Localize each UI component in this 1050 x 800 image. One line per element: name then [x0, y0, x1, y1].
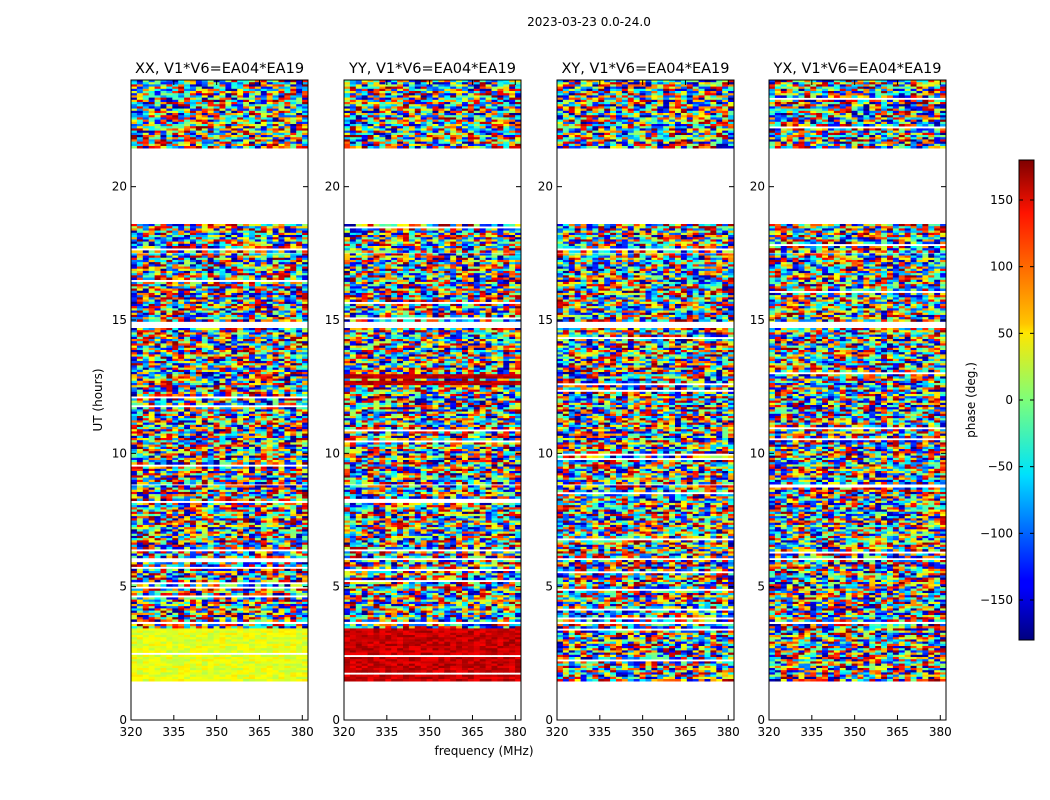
panel-xy: XY, V1*V6=EA04*EA19 320 335 350 365 380 0 5 10 15… — [538, 61, 740, 739]
colorbar-label: phase (deg.) — [964, 362, 978, 438]
y-tick-label: 15 — [538, 313, 553, 327]
y-tick-label: 15 — [112, 313, 127, 327]
y-tick-label: 20 — [538, 180, 553, 194]
x-tick-label: 335 — [375, 725, 398, 739]
colorbar-tick-label: −100 — [980, 526, 1013, 540]
x-tick-label: 335 — [588, 725, 611, 739]
phase-heatmap — [769, 80, 946, 682]
y-tick-label: 5 — [332, 580, 340, 594]
colorbar-tick-label: 150 — [990, 193, 1013, 207]
phase-heatmap — [344, 80, 521, 682]
x-tick-label: 380 — [929, 725, 952, 739]
y-tick-label: 10 — [112, 446, 127, 460]
x-tick-label: 380 — [717, 725, 740, 739]
x-tick-label: 350 — [205, 725, 228, 739]
x-tick-label: 320 — [120, 725, 143, 739]
colorbar: 150 100 50 0 −50 −100 −150 phase (deg.) — [964, 160, 1034, 640]
y-tick-label: 10 — [325, 446, 340, 460]
y-tick-label: 0 — [545, 713, 553, 727]
x-tick-label: 335 — [800, 725, 823, 739]
x-tick-label: 365 — [674, 725, 697, 739]
panel-title: XX, V1*V6=EA04*EA19 — [135, 61, 304, 77]
x-tick-label: 350 — [631, 725, 654, 739]
panel-xx: XX, V1*V6=EA04*EA19 320 335 350 365 380 0 5 10 15… — [112, 61, 314, 739]
x-tick-label: 335 — [162, 725, 185, 739]
y-tick-label: 20 — [325, 180, 340, 194]
colorbar-tick-label: −50 — [988, 460, 1013, 474]
panel-title: XY, V1*V6=EA04*EA19 — [561, 61, 729, 77]
colorbar-tick-label: −150 — [980, 593, 1013, 607]
y-tick-label: 0 — [757, 713, 765, 727]
x-tick-label: 365 — [886, 725, 909, 739]
x-tick-label: 350 — [843, 725, 866, 739]
x-tick-label: 380 — [291, 725, 314, 739]
phase-heatmap — [557, 80, 734, 682]
phase-heatmap — [131, 80, 308, 682]
panel-title: YX, V1*V6=EA04*EA19 — [772, 61, 941, 77]
x-tick-label: 380 — [504, 725, 527, 739]
x-tick-label: 320 — [546, 725, 569, 739]
y-tick-label: 15 — [750, 313, 765, 327]
figure-title: 2023-03-23 0.0-24.0 — [527, 15, 651, 29]
panel-yy: YY, V1*V6=EA04*EA19 320 335 350 365 380 0 5 10 15… — [325, 61, 527, 739]
y-tick-label: 15 — [325, 313, 340, 327]
y-tick-label: 10 — [538, 446, 553, 460]
y-axis-label: UT (hours) — [91, 368, 105, 431]
x-tick-label: 320 — [758, 725, 781, 739]
x-tick-label: 350 — [418, 725, 441, 739]
y-tick-label: 10 — [750, 446, 765, 460]
colorbar-tick-label: 0 — [1005, 393, 1013, 407]
colorbar-tick-label: 100 — [990, 260, 1013, 274]
y-tick-label: 0 — [119, 713, 127, 727]
x-axis-label: frequency (MHz) — [434, 744, 533, 758]
colorbar-tick-label: 50 — [998, 326, 1013, 340]
y-tick-label: 0 — [332, 713, 340, 727]
y-tick-label: 5 — [757, 580, 765, 594]
panel-title: YY, V1*V6=EA04*EA19 — [348, 61, 516, 77]
y-tick-label: 20 — [112, 180, 127, 194]
y-tick-label: 5 — [119, 580, 127, 594]
y-tick-label: 20 — [750, 180, 765, 194]
x-tick-label: 365 — [461, 725, 484, 739]
x-tick-label: 365 — [248, 725, 271, 739]
y-tick-label: 5 — [545, 580, 553, 594]
x-tick-label: 320 — [333, 725, 356, 739]
panel-yx: YX, V1*V6=EA04*EA19 320 335 350 365 380 0 5 10 15… — [750, 61, 952, 739]
figure: 2023-03-23 0.0-24.0 XX, V1*V6=EA04*EA19 3… — [0, 0, 1050, 800]
